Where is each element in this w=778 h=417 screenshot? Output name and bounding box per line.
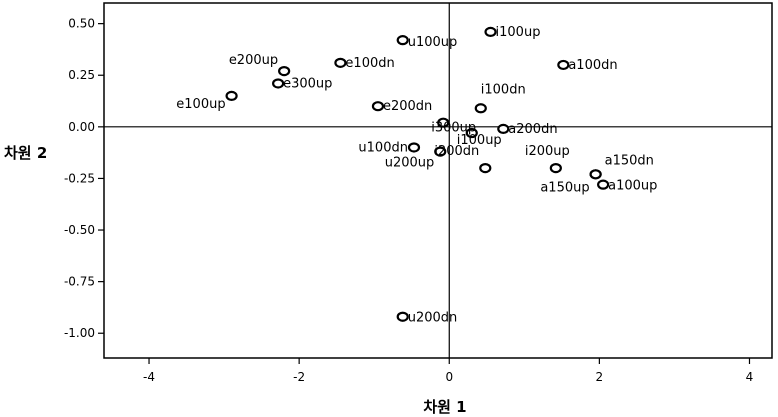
point-label: a150dn — [605, 153, 654, 168]
y-tick-label: 0.50 — [68, 17, 95, 31]
data-point — [465, 127, 478, 139]
data-point — [484, 26, 497, 37]
point-label: e200dn — [383, 99, 432, 114]
point-label: u100up — [408, 35, 458, 50]
data-points — [225, 26, 610, 322]
point-label: a100up — [608, 179, 657, 194]
data-point — [272, 78, 285, 89]
y-axis-title: 차원 2 — [4, 144, 47, 162]
x-tick-label: 4 — [746, 370, 754, 384]
point-label: u200dn — [408, 311, 458, 326]
data-point — [474, 103, 487, 114]
data-point — [407, 142, 421, 153]
data-point — [479, 163, 492, 174]
data-point — [589, 169, 602, 180]
point-label: e100up — [176, 97, 225, 112]
data-point — [371, 101, 385, 112]
point-label: u100dn — [358, 140, 408, 155]
axes: 0.50 0.25 0.00 -0.25 -0.50 -0.75 -1.00 -4 -2 0 2 4 — [64, 17, 753, 384]
y-tick-label: 0.00 — [68, 120, 95, 134]
point-label: i100up — [496, 25, 541, 40]
data-point — [549, 163, 562, 174]
point-labels: i100up u100up e100dn a100dn e200up e300up e100… — [176, 25, 657, 326]
x-tick-label: 0 — [445, 370, 453, 384]
y-tick-label: -0.50 — [64, 223, 95, 237]
x-tick-label: -2 — [293, 370, 305, 384]
point-label: a100dn — [568, 58, 617, 73]
data-point — [225, 90, 238, 101]
data-point — [557, 59, 570, 71]
y-tick-label: -0.75 — [64, 275, 95, 289]
data-point — [437, 117, 450, 128]
point-label: e300up — [283, 76, 332, 91]
point-label: i300up — [431, 121, 476, 136]
data-point — [278, 66, 291, 77]
x-tick-label: -4 — [143, 370, 155, 384]
y-tick-label: -0.25 — [64, 171, 95, 185]
x-tick-label: 2 — [596, 370, 604, 384]
data-point — [396, 311, 409, 322]
y-tick-label: -1.00 — [64, 326, 95, 340]
point-label: e100dn — [345, 56, 394, 71]
point-label: e200up — [229, 53, 278, 68]
point-label: a150up — [540, 180, 589, 195]
point-label: i200dn — [434, 144, 479, 159]
reference-lines — [104, 3, 772, 358]
data-point — [497, 123, 510, 135]
point-label: i100dn — [481, 82, 526, 97]
data-point — [396, 35, 409, 46]
data-point — [434, 146, 447, 157]
point-label: i200up — [525, 144, 570, 159]
data-point — [597, 179, 610, 190]
plot-frame — [103, 2, 773, 359]
x-axis-title: 차원 1 — [423, 398, 466, 416]
data-point — [334, 57, 347, 68]
y-tick-label: 0.25 — [68, 68, 95, 82]
point-label: i100up — [457, 133, 502, 148]
point-label: a200dn — [508, 122, 557, 137]
point-label: u200up — [385, 156, 435, 171]
